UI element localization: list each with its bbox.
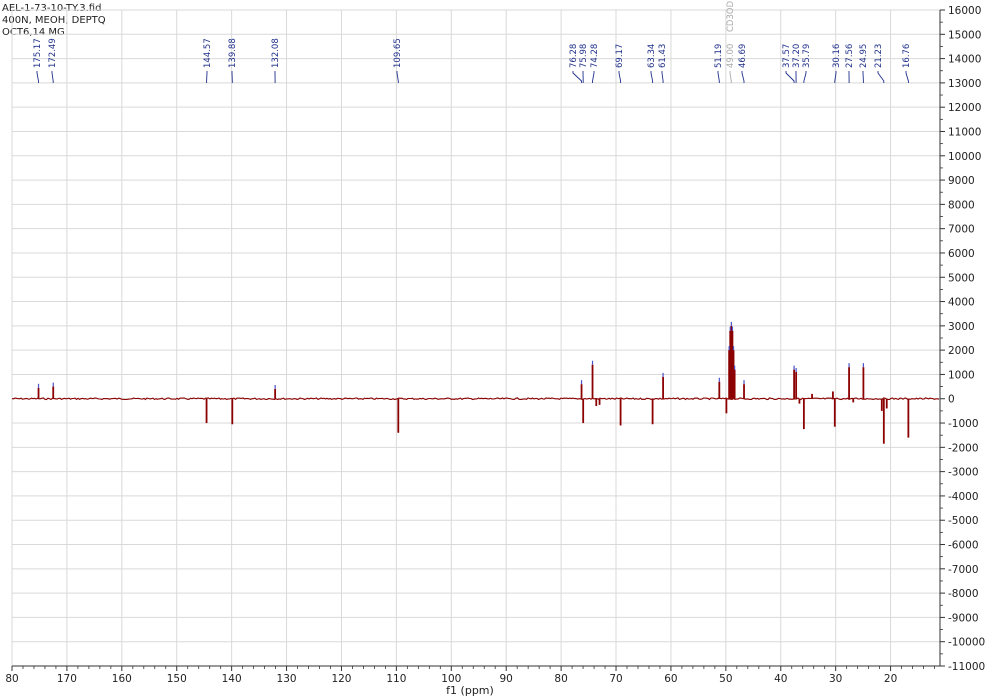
x-tick-label: 150 xyxy=(167,673,187,685)
peak-label-connector xyxy=(834,71,837,83)
x-tick-label: 160 xyxy=(112,673,132,685)
y-tick-label: 14000 xyxy=(948,54,981,66)
y-tick-label: -10000 xyxy=(948,637,985,649)
y-tick-label: 5000 xyxy=(948,272,975,284)
spectrum-parameters: 400N, MEOH, DEPTQ xyxy=(2,15,106,26)
peak-label: 51.19 xyxy=(714,44,724,68)
peak-label-connector xyxy=(618,71,622,83)
peak-label: 109.65 xyxy=(393,38,403,68)
y-tick-label: 6000 xyxy=(948,248,975,260)
y-tick-label: 13000 xyxy=(948,78,981,90)
y-tick-label: -3000 xyxy=(948,467,979,479)
peak-label: 16.76 xyxy=(902,44,912,68)
x-tick-label: 80 xyxy=(554,673,567,685)
y-tick-label: 11000 xyxy=(948,126,981,138)
y-tick-label: 7000 xyxy=(948,224,975,236)
grid-lines xyxy=(11,9,940,667)
y-tick-label: -9000 xyxy=(948,612,979,624)
x-tick-label: 20 xyxy=(884,673,897,685)
y-tick-label: 0 xyxy=(948,394,955,406)
y-tick-label: -11000 xyxy=(948,661,985,673)
peak-label-connector xyxy=(717,71,720,83)
y-tick-label: 1000 xyxy=(948,369,975,381)
peak-label-connector xyxy=(785,71,795,83)
x-tick-label: 60 xyxy=(664,673,677,685)
x-tick-label: 80 xyxy=(5,673,18,685)
y-tick-label: 3000 xyxy=(948,321,975,333)
y-tick-label: 16000 xyxy=(948,5,981,17)
peak-label: 46.69 xyxy=(738,44,748,68)
peak-label: 76.28 xyxy=(569,44,579,68)
peak-label: CD3OD xyxy=(726,0,736,32)
x-tick-label: 170 xyxy=(57,673,77,685)
y-tick-label: -2000 xyxy=(948,442,979,454)
peak-label-connector xyxy=(36,71,39,83)
peak-label-connector xyxy=(877,71,885,83)
peak-label-connector xyxy=(592,71,595,83)
y-tick-label: 8000 xyxy=(948,199,975,211)
y-tick-label: 4000 xyxy=(948,297,975,309)
peak-label: 37.20 xyxy=(792,44,802,68)
baseline-trace xyxy=(11,397,940,401)
peak-label-connector xyxy=(572,71,582,83)
x-tick-label: 140 xyxy=(222,673,242,685)
peak-label-connector xyxy=(803,71,807,83)
y-tick-label: 9000 xyxy=(948,175,975,187)
peak-label-connector xyxy=(661,71,664,83)
x-tick-label: 50 xyxy=(719,673,732,685)
spectrum-peaks xyxy=(37,325,910,444)
y-tick-label: -6000 xyxy=(948,540,979,552)
x-tick-label: 30 xyxy=(829,673,842,685)
peak-label: 74.28 xyxy=(590,44,600,68)
x-tick-label: 100 xyxy=(441,673,461,685)
x-tick-label: 130 xyxy=(277,673,297,685)
spectrum-filename: AEL-1-73-10-TY.3.fid xyxy=(2,3,102,14)
peak-labels: 175.17 172.49 144.57 139.88 132.08 109.65 76.2… xyxy=(33,0,912,83)
peak-label-connector xyxy=(396,71,399,83)
y-tick-label: 2000 xyxy=(948,345,975,357)
baseline-noise xyxy=(11,397,940,401)
peak-label: 75.98 xyxy=(579,44,589,68)
peak-label: 49.00 xyxy=(726,44,736,68)
peak-markers xyxy=(37,321,864,390)
peak-label: 61.43 xyxy=(658,44,668,68)
y-tick-label: -4000 xyxy=(948,491,979,503)
peak-label: 30.16 xyxy=(832,44,842,68)
peak-label: 172.49 xyxy=(48,38,58,68)
peak-label: 24.95 xyxy=(859,44,869,68)
x-tick-label: 70 xyxy=(609,673,622,685)
y-tick-label: 12000 xyxy=(948,102,981,114)
y-tick-label: -1000 xyxy=(948,418,979,430)
peak-label: 139.88 xyxy=(228,38,238,68)
y-tick-label: -7000 xyxy=(948,564,979,576)
peak-label-connector xyxy=(729,71,732,83)
x-tick-label: 90 xyxy=(500,673,513,685)
peak-label: 132.08 xyxy=(271,38,281,68)
peak-label-connector xyxy=(905,71,909,83)
peak-label: 63.34 xyxy=(647,44,657,68)
x-axis-label: f1 (ppm) xyxy=(446,684,494,697)
sample-info: OCT6,14 MG xyxy=(2,27,65,38)
x-tick-label: 120 xyxy=(331,673,351,685)
peak-label: 69.17 xyxy=(615,44,625,68)
peak-label: 27.56 xyxy=(845,44,855,68)
peak-label: 175.17 xyxy=(33,38,43,68)
y-tick-label: -8000 xyxy=(948,588,979,600)
peak-label-connector xyxy=(650,71,654,83)
axes: 80 170 160 150 140 130 120 110 100 90 80 70 60 50 40 30… xyxy=(5,5,985,685)
peak-label-connector xyxy=(51,71,54,83)
x-tick-label: 40 xyxy=(774,673,787,685)
x-tick-label: 110 xyxy=(386,673,406,685)
y-tick-label: 15000 xyxy=(948,29,981,41)
peak-label: 35.79 xyxy=(802,44,812,68)
peak-label-connector xyxy=(741,71,745,83)
peak-label: 21.23 xyxy=(874,44,884,68)
y-tick-label: -5000 xyxy=(948,515,979,527)
peak-label: 144.57 xyxy=(203,38,213,68)
y-tick-label: 10000 xyxy=(948,151,981,163)
peak-label: 37.57 xyxy=(782,44,792,68)
